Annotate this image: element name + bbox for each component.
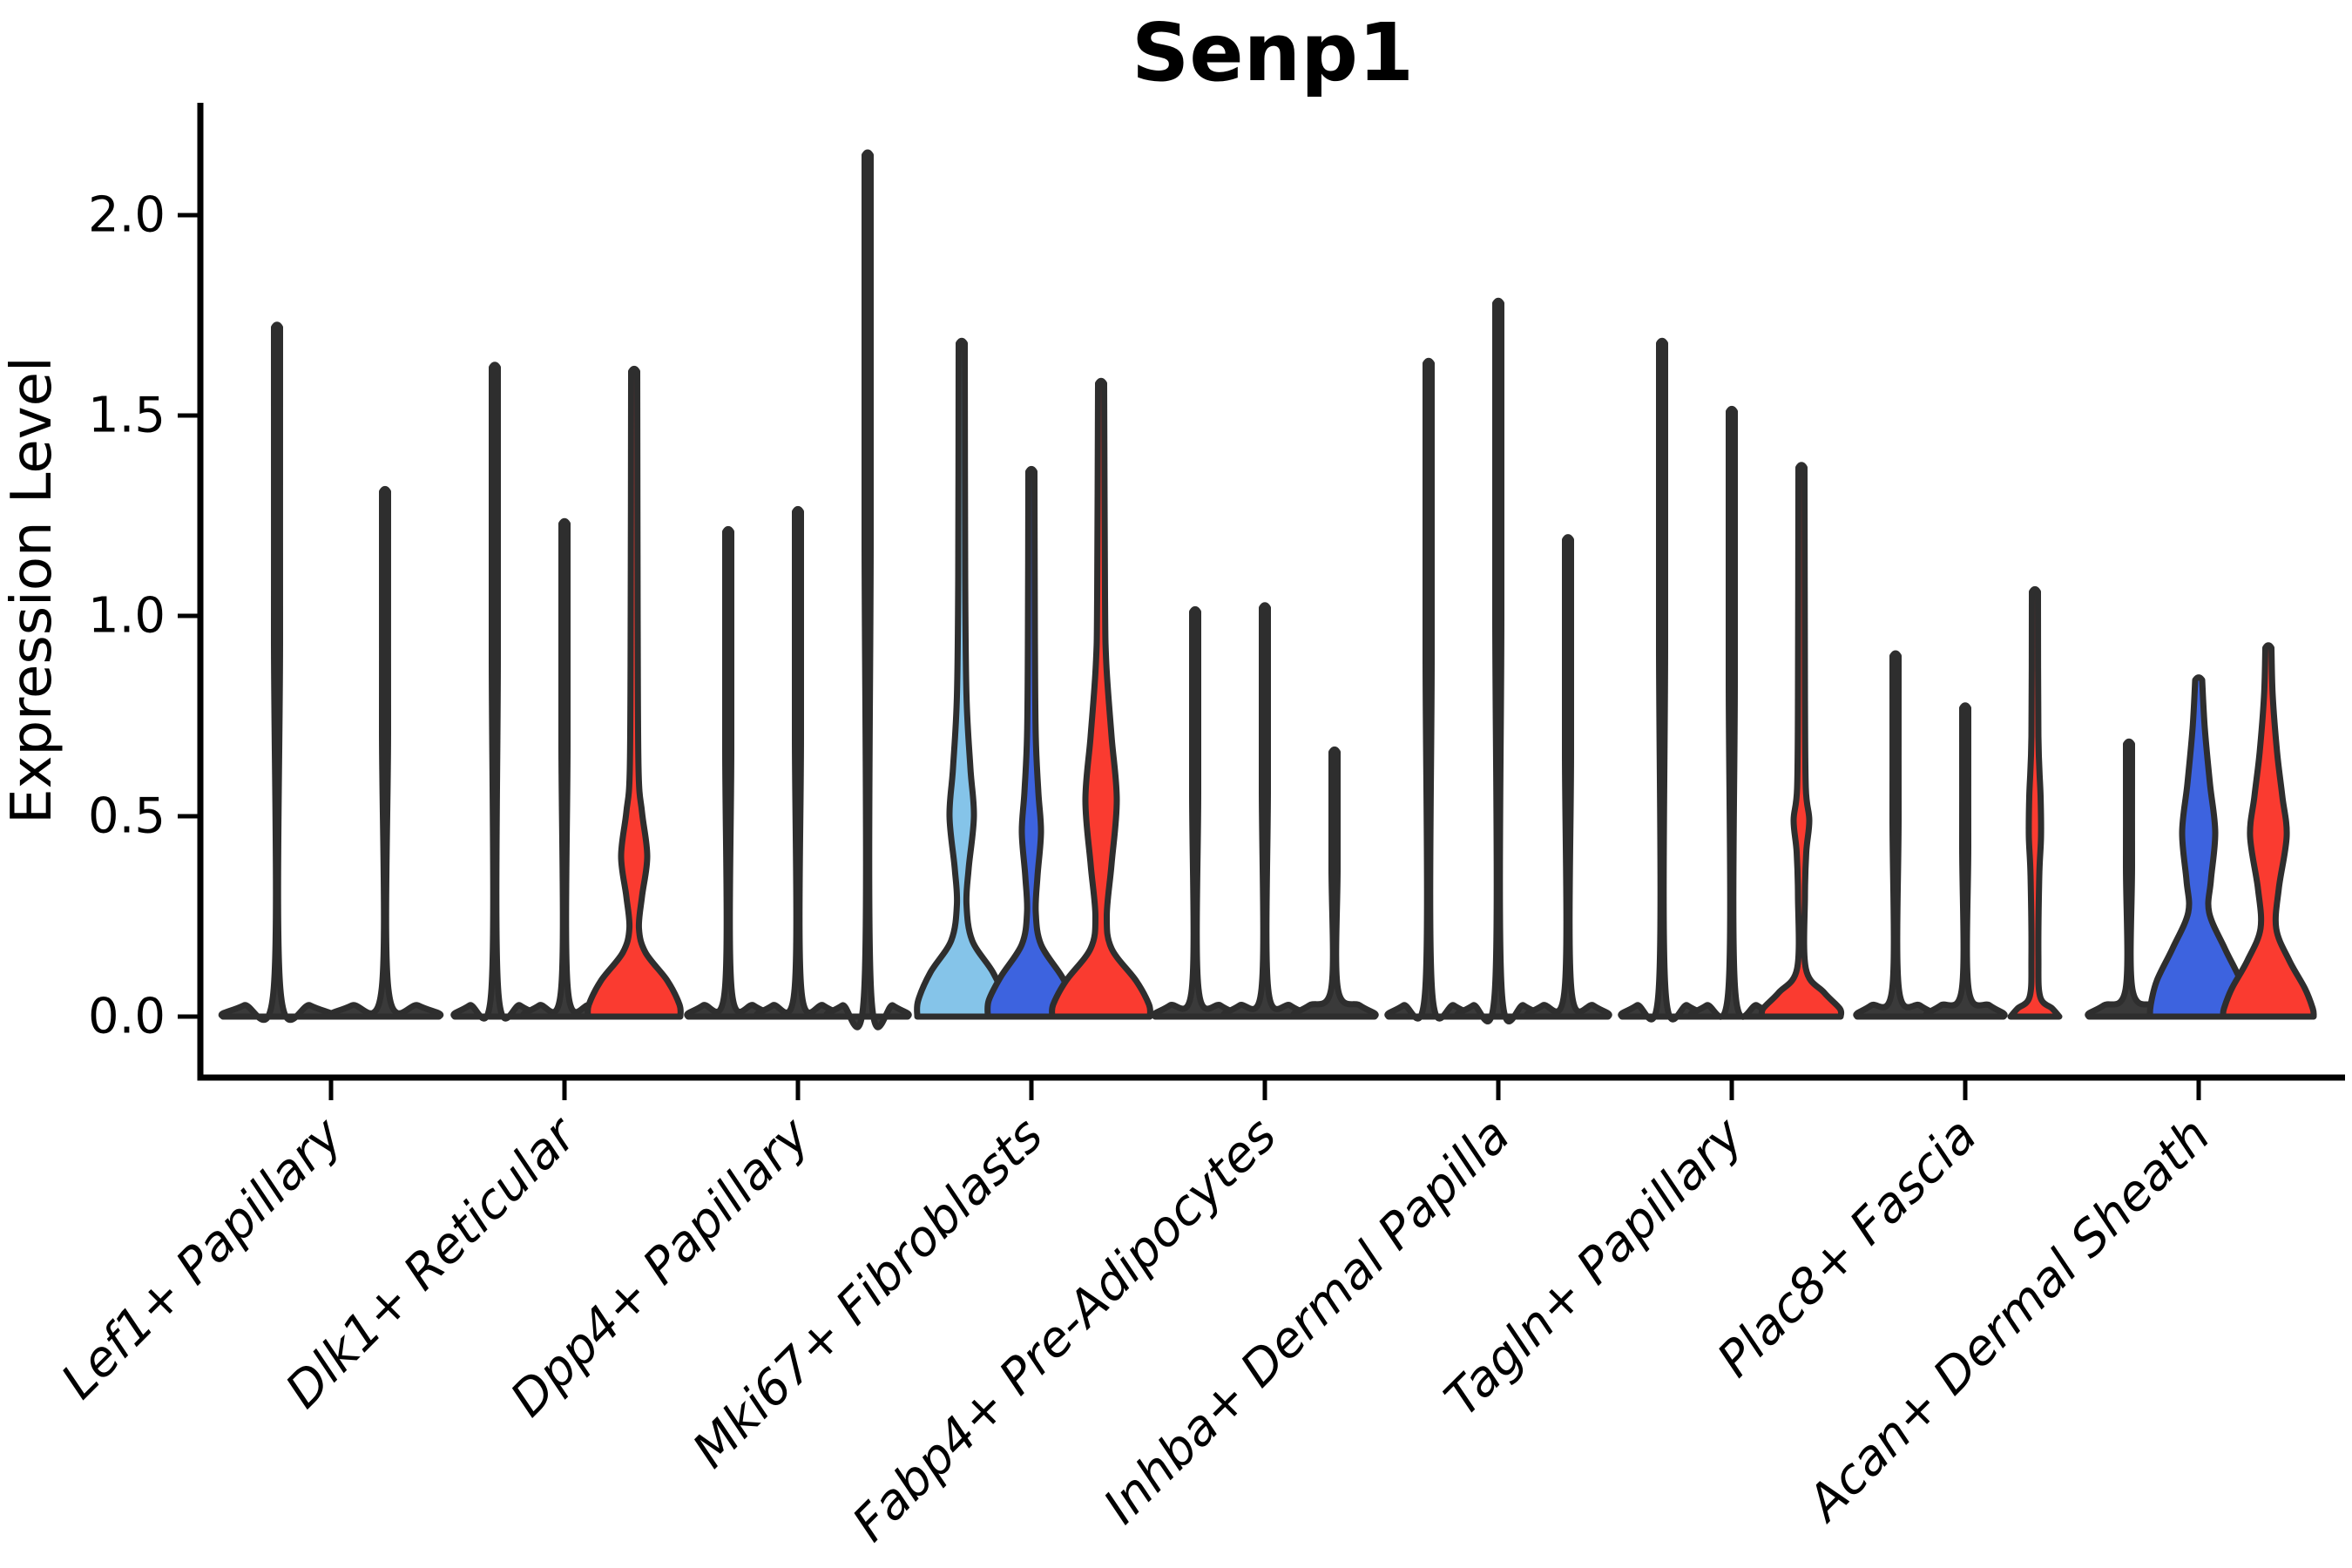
violin-1-0-plain [450, 362, 539, 1022]
y-tick-label-2: 1.0 [88, 588, 166, 645]
chart-title: Senp1 [1132, 6, 1414, 99]
violin-4-2-plain [1290, 746, 1379, 1020]
violin-group-1 [450, 362, 684, 1022]
violin-2-0-plain [684, 525, 773, 1020]
violin-5-2-plain [1524, 534, 1612, 1020]
violin-3-0-light_blue [914, 337, 1010, 1020]
violin-0-0-plain [218, 321, 336, 1024]
y-axis-label: Expression Level [0, 356, 64, 824]
violin-8-2-red [2220, 642, 2317, 1020]
violin-4-0-plain [1151, 605, 1240, 1020]
violin-6-2-red [1758, 462, 1845, 1020]
violin-7-1-plain [1923, 702, 2008, 1020]
violin-8-1-blue [2146, 674, 2251, 1020]
x-tick-label-4: Fabp4+ Pre-Adipocytes [842, 1107, 1288, 1552]
violin-1-2-red [585, 365, 684, 1020]
violin-4-1-plain [1220, 602, 1309, 1020]
violin-3-1-blue [984, 465, 1078, 1020]
violin-group-3 [914, 337, 1153, 1020]
violin-1-1-plain [520, 517, 609, 1020]
violin-group-2 [684, 149, 912, 1031]
violin-group-7 [1853, 585, 2063, 1020]
violin-3-2-red [1049, 377, 1153, 1020]
violin-7-2-red [2007, 585, 2063, 1020]
violin-group-8 [2085, 642, 2317, 1020]
violin-group-0 [218, 321, 444, 1024]
violin-6-0-plain [1618, 337, 1707, 1023]
x-tick-label-5: Inhba+ Dermal Papilla [1093, 1107, 1521, 1535]
y-tick-label-3: 1.5 [88, 388, 166, 444]
violin-2-1-plain [754, 505, 842, 1020]
violin-group-6 [1618, 337, 1845, 1023]
violin-7-0-plain [1853, 650, 1938, 1020]
violin-2-2-plain [823, 149, 912, 1031]
violin-5-0-plain [1384, 357, 1473, 1022]
y-tick-label-1: 0.5 [88, 788, 166, 845]
violin-group-4 [1151, 602, 1379, 1020]
violin-0-1-plain [326, 485, 444, 1020]
violin-group-5 [1384, 297, 1612, 1024]
violin-5-1-plain [1454, 297, 1543, 1024]
y-tick-label-0: 0.0 [88, 989, 166, 1045]
violin-6-1-plain [1687, 405, 1776, 1020]
x-tick-label-8: Acan+ Dermal Sheath [1795, 1107, 2221, 1533]
y-tick-label-4: 2.0 [88, 187, 166, 244]
